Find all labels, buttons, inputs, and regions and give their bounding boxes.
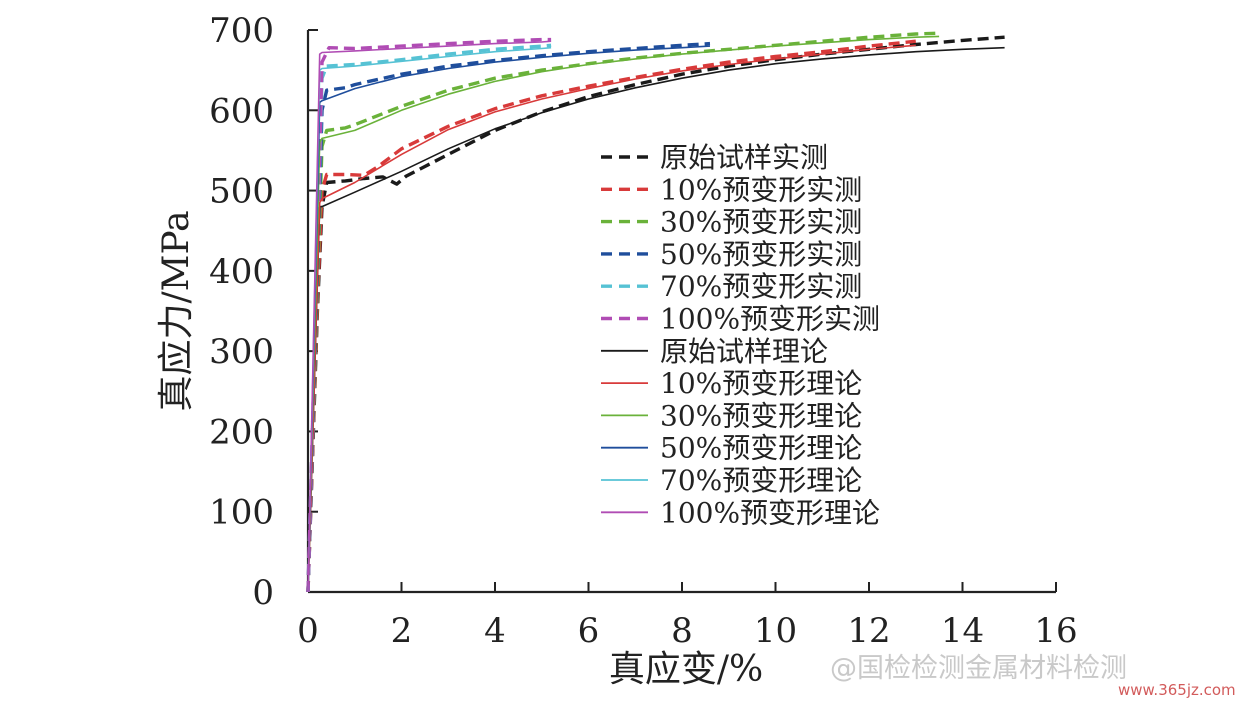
series-line-2 bbox=[306, 31, 940, 593]
y-tick-label: 500 bbox=[209, 172, 274, 212]
x-tick-label: 10 bbox=[754, 611, 797, 651]
y-axis-title: 真应力/MPa bbox=[156, 210, 197, 411]
y-tick-label: 700 bbox=[209, 11, 274, 51]
x-tick-label: 2 bbox=[391, 611, 413, 651]
series-line-6 bbox=[307, 46, 1005, 593]
legend-label: 30%预变形理论 bbox=[660, 399, 862, 432]
legend-label: 70%预变形理论 bbox=[660, 464, 862, 497]
x-tick-label: 12 bbox=[847, 611, 890, 651]
watermark-text: @国检检测金属材料检测 bbox=[830, 653, 1127, 684]
y-tick-label: 600 bbox=[209, 91, 274, 131]
legend-label: 100%预变形实测 bbox=[660, 303, 880, 336]
series-line-10 bbox=[307, 46, 552, 593]
y-tick-label: 0 bbox=[252, 573, 274, 613]
legend-label: 100%预变形理论 bbox=[660, 496, 880, 529]
x-tick-label: 0 bbox=[297, 611, 319, 651]
legend-label: 10%预变形理论 bbox=[660, 367, 862, 400]
series-line-5 bbox=[306, 37, 552, 593]
series-line-11 bbox=[307, 40, 552, 593]
series-line-7 bbox=[307, 44, 916, 593]
x-tick-label: 4 bbox=[484, 611, 506, 651]
legend-label: 50%预变形理论 bbox=[660, 432, 862, 465]
y-tick-label: 300 bbox=[209, 332, 274, 372]
y-tick-label: 200 bbox=[209, 412, 274, 452]
x-tick-label: 14 bbox=[941, 611, 984, 651]
x-tick-label: 8 bbox=[671, 611, 693, 651]
series-lines bbox=[306, 31, 1005, 593]
tick-labels: 0 2 4 6 8 10 12 14 16 0 100 200 300 400 500 600 700 bbox=[209, 11, 1078, 651]
legend-label: 70%预变形实测 bbox=[660, 270, 862, 303]
series-line-9 bbox=[307, 45, 711, 593]
series-line-3 bbox=[306, 41, 711, 593]
legend-label: 30%预变形实测 bbox=[660, 206, 862, 239]
legend-label: 原始试样理论 bbox=[660, 335, 828, 368]
series-line-0 bbox=[306, 35, 1005, 593]
legend-label: 50%预变形实测 bbox=[660, 238, 862, 271]
legend-label: 10%预变形实测 bbox=[660, 173, 862, 206]
legend: 原始试样实测10%预变形实测30%预变形实测50%预变形实测70%预变形实测10… bbox=[601, 141, 880, 529]
x-tick-label: 6 bbox=[578, 611, 600, 651]
x-axis-title: 真应变/% bbox=[609, 649, 763, 690]
x-tick-label: 16 bbox=[1034, 611, 1077, 651]
series-line-1 bbox=[306, 39, 916, 593]
y-tick-label: 100 bbox=[209, 493, 274, 533]
site-url: www.365jz.com bbox=[1118, 681, 1236, 699]
y-tick-label: 400 bbox=[209, 252, 274, 292]
legend-label: 原始试样实测 bbox=[660, 141, 828, 174]
series-line-8 bbox=[307, 35, 940, 593]
